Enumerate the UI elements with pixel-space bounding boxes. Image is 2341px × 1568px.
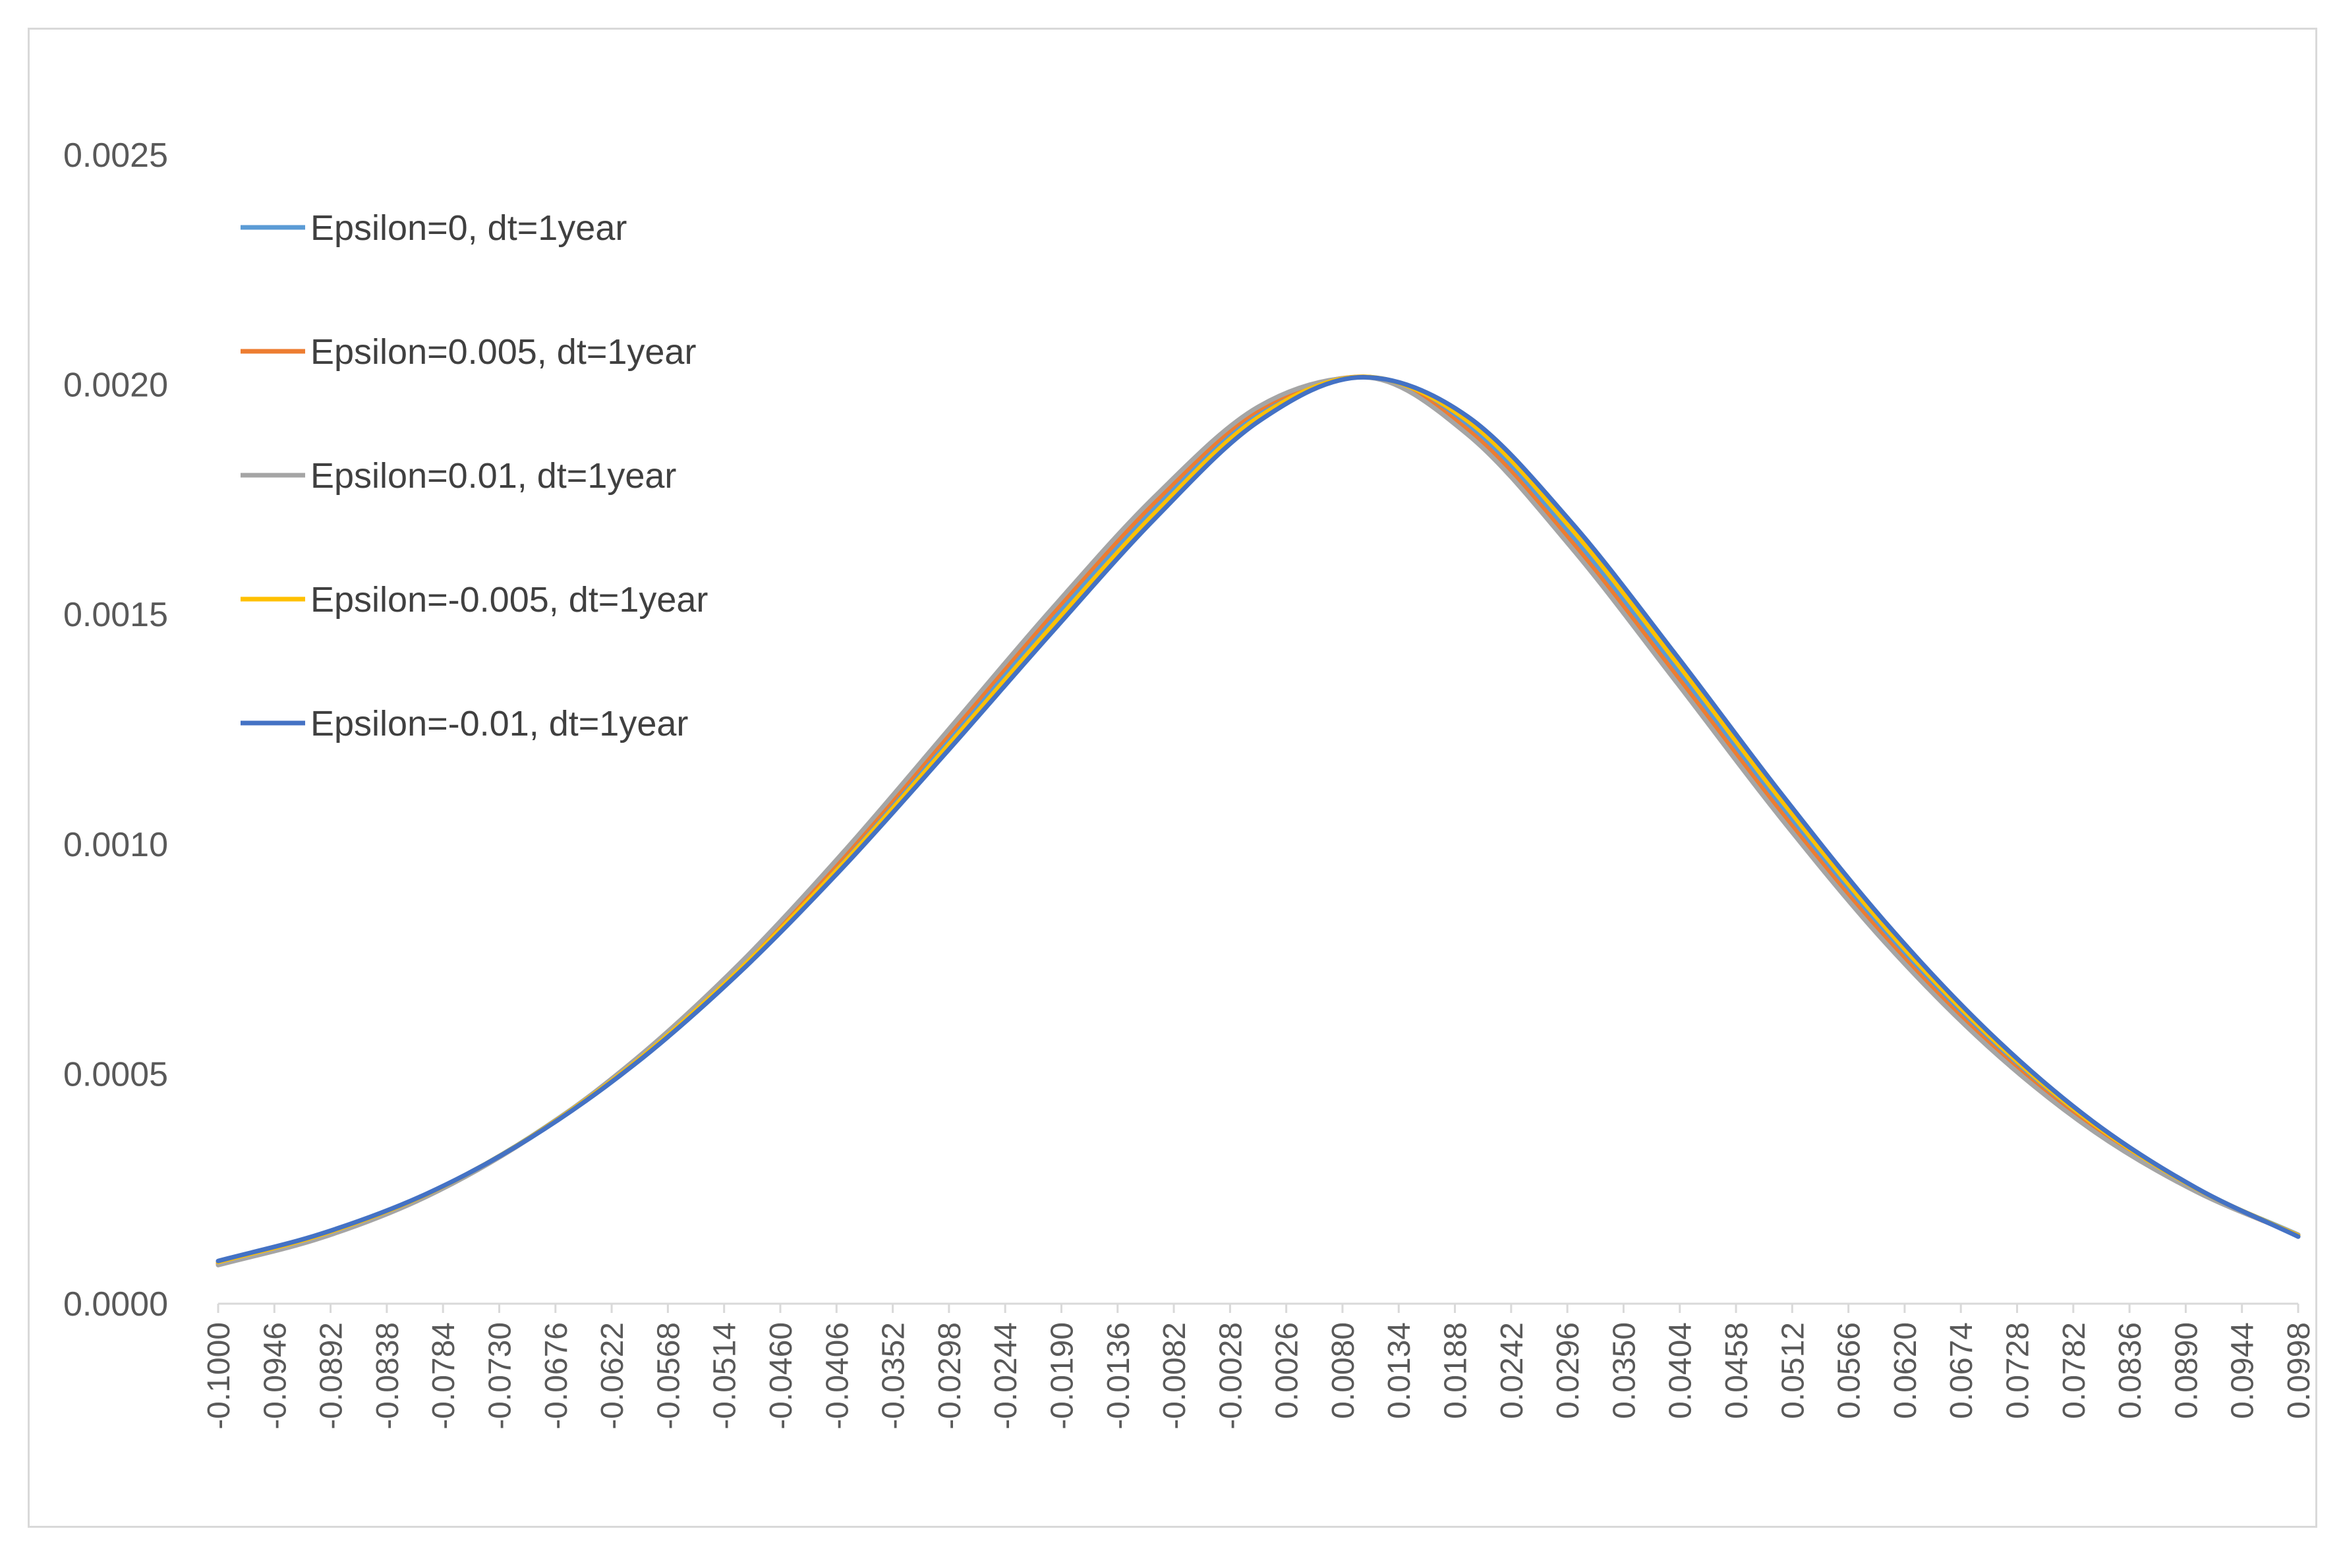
legend-label: Epsilon=-0.005, dt=1year: [310, 580, 708, 620]
x-tick-label: -0.0514: [708, 1322, 743, 1430]
x-tick-label: 0.0944: [2226, 1322, 2261, 1419]
chart-frame: 0.0000 0.0005 0.0010 0.0015 0.0020 0.0025 -0.…: [28, 28, 2317, 1528]
series-line-4: [216, 374, 2301, 1263]
legend-entry[interactable]: Epsilon=0.01, dt=1year: [241, 456, 676, 496]
x-tick-label: 0.0188: [1439, 1322, 1474, 1419]
x-tick-label: 0.0890: [2169, 1322, 2204, 1419]
series-line-1: [216, 374, 2301, 1266]
x-tick-label: 0.0728: [2001, 1322, 2036, 1419]
x-tick-label: -0.0136: [1101, 1322, 1136, 1430]
legend-entry[interactable]: Epsilon=0.005, dt=1year: [241, 332, 696, 372]
y-tick-label: 0.0000: [63, 1285, 168, 1323]
legend-label: Epsilon=-0.01, dt=1year: [310, 704, 688, 743]
x-tick-label: 0.0134: [1382, 1322, 1417, 1419]
x-tick-label: -0.0460: [764, 1322, 799, 1430]
x-tick-label: -0.0730: [482, 1322, 517, 1430]
y-axis-tick-labels: 0.0000 0.0005 0.0010 0.0015 0.0020 0.0025: [63, 136, 168, 1323]
series-line-0: [216, 374, 2301, 1265]
x-tick-label: -0.0082: [1157, 1322, 1192, 1430]
x-tick-label: -0.0892: [314, 1322, 349, 1430]
x-tick-label: -0.0676: [539, 1322, 574, 1430]
x-tick-label: 0.0512: [1776, 1322, 1810, 1419]
x-axis-tick-marks: [217, 1304, 2299, 1313]
x-tick-label: -0.0298: [933, 1322, 968, 1430]
x-tick-label: -0.0568: [651, 1322, 686, 1430]
series-line-2: [216, 374, 2301, 1267]
x-tick-label: 0.0350: [1607, 1322, 1642, 1419]
x-tick-label: -0.0352: [877, 1322, 911, 1430]
x-tick-label: -0.0028: [1213, 1322, 1248, 1430]
x-tick-label: 0.0242: [1495, 1322, 1530, 1419]
series-lines: [216, 374, 2301, 1267]
x-tick-label: 0.0566: [1832, 1322, 1867, 1419]
x-tick-label: -0.0838: [370, 1322, 405, 1430]
x-axis-tick-labels: -0.1000 -0.0946 -0.0892 -0.0838 -0.0784 -0.07…: [202, 1322, 2317, 1430]
x-tick-label: 0.0026: [1270, 1322, 1305, 1419]
series-line-3: [216, 374, 2301, 1265]
x-tick-label: 0.0620: [1888, 1322, 1923, 1419]
y-tick-label: 0.0020: [63, 366, 168, 405]
x-tick-label: 0.0998: [2282, 1322, 2317, 1419]
x-tick-label: 0.0404: [1663, 1322, 1698, 1419]
x-tick-label: 0.0080: [1326, 1322, 1361, 1419]
legend-label: Epsilon=0, dt=1year: [310, 208, 627, 248]
legend[interactable]: Epsilon=0, dt=1year Epsilon=0.005, dt=1ye…: [241, 208, 708, 743]
x-tick-label: 0.0458: [1720, 1322, 1754, 1419]
x-tick-label: -0.0784: [426, 1322, 461, 1430]
legend-entry[interactable]: Epsilon=-0.01, dt=1year: [241, 704, 688, 743]
legend-label: Epsilon=0.005, dt=1year: [310, 332, 696, 372]
y-tick-label: 0.0025: [63, 136, 168, 175]
x-tick-label: -0.0406: [820, 1322, 855, 1430]
y-tick-label: 0.0005: [63, 1055, 168, 1093]
x-tick-label: -0.0244: [989, 1322, 1024, 1430]
x-tick-label: 0.0782: [2057, 1322, 2092, 1419]
x-tick-label: -0.0622: [595, 1322, 630, 1430]
x-tick-label: 0.0296: [1551, 1322, 1586, 1419]
y-tick-label: 0.0010: [63, 826, 168, 864]
x-tick-label: 0.0674: [1944, 1322, 1979, 1419]
line-chart: 0.0000 0.0005 0.0010 0.0015 0.0020 0.0025 -0.…: [63, 136, 2317, 1430]
legend-entry[interactable]: Epsilon=0, dt=1year: [241, 208, 627, 248]
x-tick-label: -0.0190: [1045, 1322, 1080, 1430]
y-tick-label: 0.0015: [63, 596, 168, 634]
legend-label: Epsilon=0.01, dt=1year: [310, 456, 676, 496]
x-tick-label: -0.1000: [202, 1322, 237, 1430]
x-tick-label: 0.0836: [2113, 1322, 2148, 1419]
legend-entry[interactable]: Epsilon=-0.005, dt=1year: [241, 580, 708, 620]
x-tick-label: -0.0946: [258, 1322, 293, 1430]
